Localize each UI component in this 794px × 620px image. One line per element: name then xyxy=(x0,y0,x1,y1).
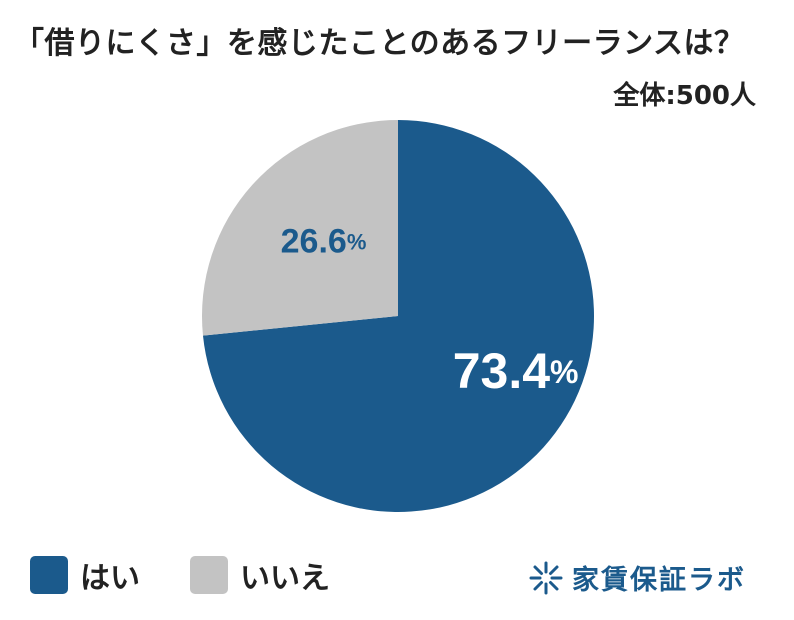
chart-title: 「借りにくさ」を感じたことのあるフリーランスは？ xyxy=(14,26,745,61)
pie-slice-no xyxy=(202,120,398,336)
pie-slice-yes xyxy=(202,120,594,512)
legend-swatch-no xyxy=(190,556,228,594)
legend-label-yes: はい xyxy=(80,561,140,596)
legend-label-no: いいえ xyxy=(240,561,330,596)
snowflake-logo-icon xyxy=(529,561,563,594)
brand-name: 家賃保証ラボ xyxy=(572,565,746,596)
data-label-yes: 73.4% xyxy=(453,343,579,399)
legend-item-yes: はい xyxy=(30,553,140,597)
data-label-no: 26.6% xyxy=(281,222,367,260)
legend-item-no: いいえ xyxy=(190,553,330,597)
legend: はい いいえ xyxy=(30,553,380,597)
legend-swatch-yes xyxy=(30,556,68,594)
sample-size: 全体:500人 xyxy=(613,81,756,111)
brand-logo: 家賃保証ラボ xyxy=(528,558,746,597)
